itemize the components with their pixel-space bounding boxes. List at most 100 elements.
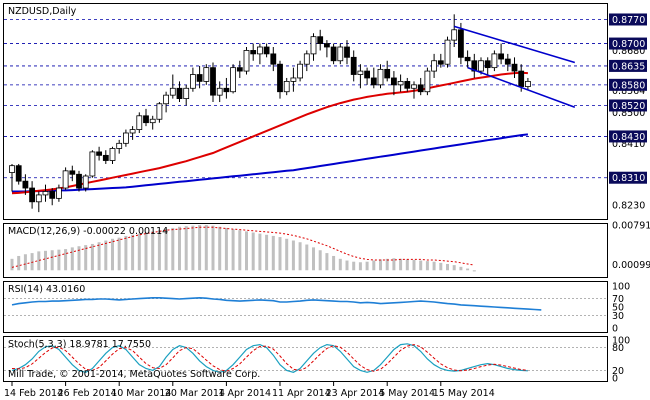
macd-histogram-bar xyxy=(157,230,161,271)
time-tick-label: 5 May 2014 xyxy=(379,388,435,399)
rsi-tick-label: 100 xyxy=(612,282,630,293)
macd-histogram-bar xyxy=(238,230,242,271)
candle-body xyxy=(330,46,337,62)
macd-histogram-bar xyxy=(211,225,215,271)
candle-body xyxy=(62,170,69,189)
macd-series: 0.00791 0.00099 xyxy=(10,221,650,272)
candle-body xyxy=(163,94,170,105)
candle-body xyxy=(424,70,431,93)
macd-histogram-bar xyxy=(251,232,255,271)
stoch-panel-frame xyxy=(3,336,608,382)
candle-body xyxy=(370,77,377,86)
candle-body xyxy=(183,87,190,99)
candle-body xyxy=(156,103,163,120)
candle-body xyxy=(263,46,270,55)
candle-body xyxy=(337,46,344,62)
candle-body xyxy=(230,67,237,93)
macd-histogram-bar xyxy=(77,246,81,271)
candle-body xyxy=(123,132,129,144)
macd-histogram-bar xyxy=(379,259,382,271)
macd-histogram-bar xyxy=(171,227,175,271)
price-level-label: 0.8520 xyxy=(612,101,645,112)
candle-body xyxy=(277,63,283,93)
macd-histogram-bar xyxy=(30,253,34,271)
symbol-label: NZDUSD,Daily xyxy=(8,6,77,17)
rsi-label: RSI(14) 43.0160 xyxy=(8,284,85,295)
macd-histogram-bar xyxy=(285,238,289,271)
macd-histogram-bar xyxy=(23,254,27,271)
candle-body xyxy=(82,175,89,189)
macd-histogram-bar xyxy=(358,262,362,271)
candle-body xyxy=(243,50,250,72)
macd-histogram-bar xyxy=(332,255,336,271)
candle-body xyxy=(129,129,136,134)
candle-body xyxy=(203,67,210,82)
price-level-label: 0.8310 xyxy=(612,173,645,184)
macd-histogram-bar xyxy=(90,243,94,271)
macd-histogram-bar xyxy=(97,242,101,271)
macd-histogram-bar xyxy=(338,258,342,271)
candle-body xyxy=(236,67,243,72)
candle-body xyxy=(364,70,371,79)
candle-body xyxy=(323,43,330,48)
candle-body xyxy=(357,70,364,75)
stoch-tick-label: 100 xyxy=(612,336,630,347)
candle-body xyxy=(290,77,297,82)
macd-histogram-bar xyxy=(439,262,443,271)
rsi-panel-frame xyxy=(3,281,608,333)
macd-histogram-bar xyxy=(10,258,14,271)
macd-histogram-bar xyxy=(151,231,155,271)
candle-body xyxy=(56,187,62,199)
macd-histogram-bar xyxy=(204,225,208,271)
candle-body xyxy=(143,115,149,124)
macd-histogram-bar xyxy=(412,259,416,271)
macd-histogram-bar xyxy=(271,235,275,271)
time-tick-label: 11 Apr 2014 xyxy=(272,388,331,399)
candle-body xyxy=(176,87,183,99)
rsi-tick-label: 30 xyxy=(612,311,624,322)
time-tick-label: 1 Apr 2014 xyxy=(218,388,271,399)
price-tick-label: 0.8564 xyxy=(612,86,645,97)
candle-body xyxy=(76,173,82,189)
macd-histogram-bar xyxy=(452,265,456,271)
candle-body xyxy=(350,56,357,75)
stoch-tick-label: 0 xyxy=(612,374,618,385)
candle-body xyxy=(411,84,417,89)
price-level-marker xyxy=(609,130,647,143)
candle-body xyxy=(390,77,397,86)
price-axis: 0.8680 0.8564 0.8500 0.8410 0.8230 0.8770 0.87… xyxy=(609,13,647,212)
price-level-label: 0.8635 xyxy=(612,61,645,72)
macd-histogram-bar xyxy=(44,250,47,271)
candle-body xyxy=(377,68,384,86)
sma-blue-line xyxy=(12,133,529,193)
candle-body xyxy=(397,81,404,86)
rsi-tick-label: 70 xyxy=(612,294,624,305)
candle-body xyxy=(498,53,505,60)
price-level-label: 0.8580 xyxy=(612,80,645,91)
candle-body xyxy=(29,187,36,203)
macd-histogram-bar xyxy=(104,240,108,271)
price-level-marker xyxy=(609,59,647,72)
macd-histogram-bar xyxy=(164,229,168,271)
candle-body xyxy=(49,191,56,199)
candle-body xyxy=(283,81,290,93)
macd-histogram-bar xyxy=(365,261,369,271)
macd-histogram-bar xyxy=(291,240,295,271)
candle-body xyxy=(303,53,310,65)
candle-body xyxy=(344,46,350,58)
macd-histogram-bar xyxy=(231,229,235,271)
macd-histogram-bar xyxy=(459,266,463,271)
candle-body xyxy=(484,60,491,69)
candle-body xyxy=(96,151,102,156)
macd-histogram-bar xyxy=(352,261,356,271)
time-tick-label: 23 Apr 2014 xyxy=(326,388,385,399)
stoch-tick-label: 20 xyxy=(612,366,624,377)
stoch-d-line xyxy=(11,344,528,372)
macd-histogram-bar xyxy=(131,234,135,271)
candle-body xyxy=(417,84,424,93)
time-tick-label: 20 Mar 2014 xyxy=(165,388,225,399)
price-tick-label: 0.8680 xyxy=(612,46,645,57)
macd-histogram-bar xyxy=(37,251,41,271)
price-level-marker xyxy=(609,78,647,91)
